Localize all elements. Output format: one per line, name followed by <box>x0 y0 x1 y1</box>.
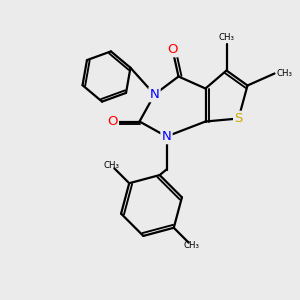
Text: CH₃: CH₃ <box>103 161 119 170</box>
Text: O: O <box>107 115 118 128</box>
Text: CH₃: CH₃ <box>184 241 200 250</box>
Text: CH₃: CH₃ <box>218 33 235 42</box>
Text: CH₃: CH₃ <box>276 69 292 78</box>
Text: N: N <box>150 88 159 101</box>
Text: N: N <box>162 130 171 143</box>
Text: S: S <box>234 112 243 125</box>
Text: O: O <box>167 43 178 56</box>
